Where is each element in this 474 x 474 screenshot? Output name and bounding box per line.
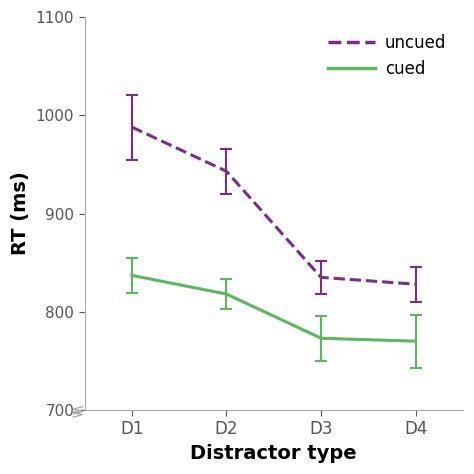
Y-axis label: RT (ms): RT (ms): [11, 172, 30, 255]
X-axis label: Distractor type: Distractor type: [191, 444, 357, 463]
Legend: uncued, cued: uncued, cued: [320, 26, 455, 86]
